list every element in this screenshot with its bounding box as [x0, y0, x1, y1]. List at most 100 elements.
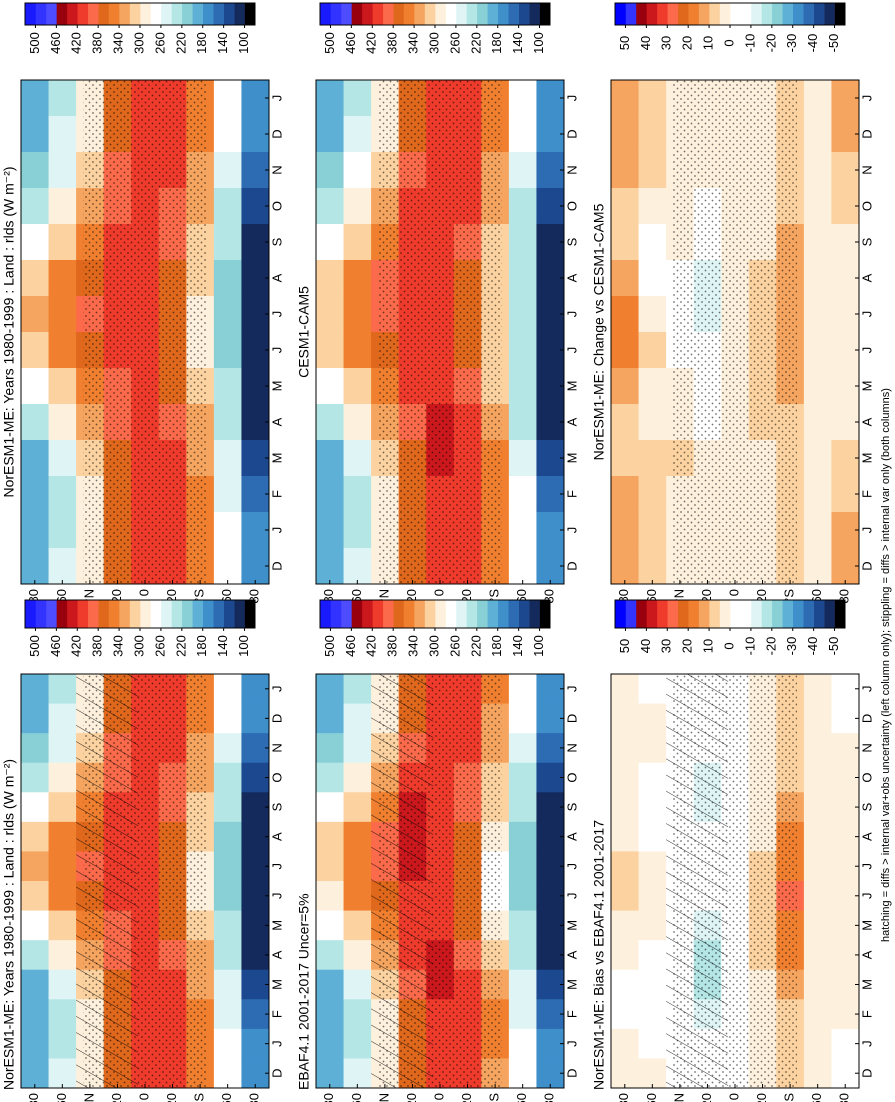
heatmap-cell — [611, 403, 640, 440]
heatmap-cell — [48, 910, 77, 941]
colorbar-band — [35, 600, 47, 628]
heatmap-cell — [316, 511, 345, 548]
colorbar-tick-label: 300 — [426, 32, 441, 54]
panel-title: CESM1-CAM5 — [296, 286, 312, 378]
x-tick-label: M — [269, 453, 284, 464]
heatmap-cell — [508, 295, 537, 332]
heatmap-cell — [536, 403, 565, 440]
heatmap-cell — [316, 547, 345, 584]
y-tick-label: 0 — [136, 1093, 151, 1100]
heatmap-cell — [638, 850, 667, 881]
heatmap-cell — [316, 403, 345, 440]
colorbar-band — [150, 3, 162, 25]
heatmap-cell — [213, 223, 242, 260]
heatmap-cell — [508, 910, 537, 941]
heatmap-cell — [316, 115, 345, 152]
heatmap-cell — [316, 295, 345, 332]
heatmap-cell — [343, 331, 372, 368]
x-tick-label: N — [859, 743, 874, 752]
heatmap-cell — [638, 821, 667, 852]
x-tick-label: M — [564, 453, 579, 464]
heatmap-cell — [803, 732, 832, 763]
heatmap-cell — [536, 187, 565, 224]
heatmap-cell — [213, 732, 242, 763]
heatmap-cell — [316, 732, 345, 763]
colorbar-band — [497, 3, 509, 25]
heatmap-cell — [343, 939, 372, 970]
heatmap-cell — [536, 295, 565, 332]
heatmap-cell — [638, 115, 667, 152]
heatmap-cell — [241, 439, 270, 476]
colorbar-band — [455, 3, 467, 25]
heatmap-cell — [241, 850, 270, 881]
x-tick-label: O — [564, 201, 579, 211]
colorbar-tick-label: 40 — [638, 36, 653, 50]
x-tick-label: D — [859, 129, 874, 138]
heatmap-cell — [508, 259, 537, 296]
stippling — [378, 80, 502, 584]
heatmap-cell — [213, 821, 242, 852]
heatmap-cell — [803, 331, 832, 368]
heatmap-cell — [831, 791, 860, 822]
colorbar-tick-label: 260 — [447, 32, 462, 54]
heatmap-cell — [803, 880, 832, 911]
heatmap-cell — [831, 367, 860, 404]
colorbar-band — [761, 3, 773, 25]
heatmap-cell — [508, 673, 537, 704]
x-tick-label: O — [859, 772, 874, 782]
heatmap-cell — [638, 547, 667, 584]
heatmap-cell — [508, 880, 537, 911]
colorbar-band — [77, 600, 89, 628]
colorbar-band — [730, 600, 741, 628]
heatmap-cell — [508, 439, 537, 476]
heatmap-cell — [241, 511, 270, 548]
x-tick-label: A — [859, 950, 874, 959]
heatmap-cell — [241, 475, 270, 512]
heatmap-cell — [803, 673, 832, 704]
colorbar-band — [192, 3, 204, 25]
heatmap-cell — [48, 367, 77, 404]
colorbar-band — [635, 600, 647, 628]
footnote: hatching = diffs > internal var+obs unce… — [880, 388, 892, 942]
x-tick-label: J — [564, 686, 579, 693]
heatmap-cell — [803, 703, 832, 734]
colorbar-band — [709, 3, 720, 25]
x-tick-label: S — [269, 237, 284, 246]
heatmap-cell — [316, 791, 345, 822]
heatmap-cell — [213, 998, 242, 1029]
colorbar-band — [646, 3, 658, 25]
heatmap-cell — [611, 910, 640, 941]
heatmap-cell — [316, 673, 345, 704]
y-tick-label: 60 — [644, 1093, 659, 1102]
heatmap-cell — [21, 703, 50, 734]
colorbar-tick-label: 500 — [27, 32, 42, 54]
heatmap-cell — [803, 115, 832, 152]
heatmap-cell — [638, 791, 667, 822]
colorbar-band — [646, 600, 658, 628]
colorbar-tick-label: 220 — [468, 635, 483, 657]
colorbar-band — [393, 3, 404, 25]
heatmap-cell — [48, 732, 77, 763]
heatmap-cell — [21, 223, 50, 260]
y-tick-label: 0 — [726, 589, 741, 596]
heatmap-cell — [536, 673, 565, 704]
heatmap-cell — [611, 223, 640, 260]
heatmap-cell — [508, 367, 537, 404]
heatmap-cell — [803, 187, 832, 224]
heatmap-cell — [803, 79, 832, 116]
colorbar-tick-label: 380 — [385, 32, 400, 54]
heatmap-cell — [638, 703, 667, 734]
heatmap-cell — [343, 475, 372, 512]
colorbar-band — [150, 600, 162, 628]
heatmap-cell — [21, 1028, 50, 1059]
x-tick-label: D — [564, 714, 579, 723]
heatmap-cell — [21, 762, 50, 793]
colorbar-tick-label: 460 — [48, 635, 63, 657]
colorbar-band — [320, 600, 331, 628]
heatmap-cell — [343, 151, 372, 188]
heatmap-cell — [831, 732, 860, 763]
colorbar-band — [25, 600, 36, 628]
heatmap-cell — [241, 259, 270, 296]
heatmap-cell — [343, 511, 372, 548]
colorbar-band — [539, 600, 551, 628]
